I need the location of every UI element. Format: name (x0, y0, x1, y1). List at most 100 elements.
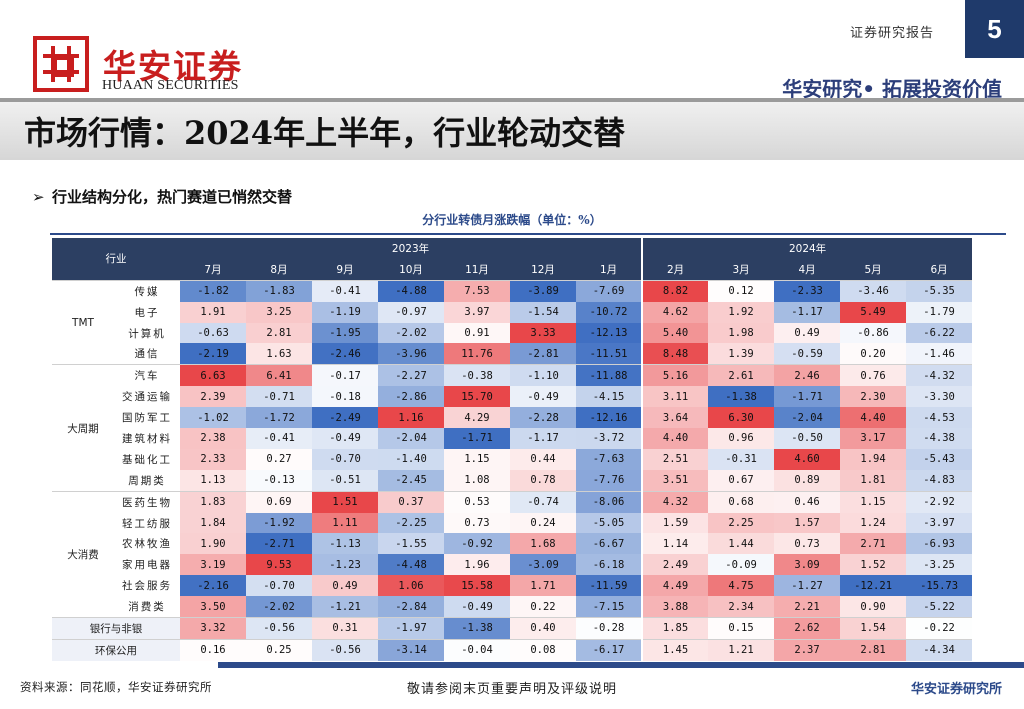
value-cell: -0.74 (510, 490, 576, 513)
value-cell: -0.59 (774, 343, 841, 365)
value-cell: -1.55 (378, 533, 444, 555)
value-cell: -2.02 (378, 322, 444, 344)
value-cell: 1.54 (840, 617, 907, 640)
value-cell: 2.38 (180, 428, 246, 449)
value-cell: -11.51 (576, 343, 644, 365)
value-cell: -0.51 (312, 469, 378, 492)
value-cell: 1.51 (312, 490, 378, 513)
value-cell: 4.49 (642, 575, 709, 597)
value-cell: 0.90 (840, 596, 907, 618)
value-cell: -3.14 (378, 638, 444, 661)
value-cell: -0.71 (246, 386, 312, 408)
month-header: 11月 (444, 258, 510, 281)
value-cell: -0.92 (444, 533, 510, 555)
value-cell: -11.88 (576, 364, 644, 387)
value-cell: -11.59 (576, 575, 644, 597)
value-cell: 1.15 (840, 490, 907, 513)
value-cell: -2.16 (180, 575, 246, 597)
value-cell: 1.92 (708, 301, 775, 323)
month-header: 7月 (180, 258, 246, 281)
page-title: 市场行情：2024年上半年，行业轮动交替 (24, 114, 626, 152)
value-cell: -0.18 (312, 386, 378, 408)
value-cell: 0.44 (510, 448, 576, 470)
value-cell: -2.04 (378, 428, 444, 449)
value-cell: 3.09 (774, 554, 841, 576)
value-cell: -4.88 (378, 279, 444, 302)
value-cell: -1.23 (312, 554, 378, 576)
value-cell: 1.68 (510, 533, 576, 555)
month-header: 2月 (642, 258, 709, 281)
bullet-text: 行业结构分化，热门赛道已悄然交替 (52, 188, 293, 206)
table-row: 建筑材料 2.38 -0.41 -0.49 -2.04 -1.71 -1.17 -3.72 4.… (52, 428, 973, 449)
group-label: 大消费 (52, 490, 114, 618)
value-cell: -3.72 (576, 428, 644, 449)
brand-name-cn: 华安证券 (103, 47, 243, 86)
value-cell: 1.85 (642, 617, 709, 640)
month-header: 9月 (312, 258, 378, 281)
value-cell: 1.44 (708, 533, 775, 555)
value-cell: 2.37 (774, 638, 841, 661)
value-cell: 1.90 (180, 533, 246, 555)
value-cell: -0.04 (444, 638, 510, 661)
value-cell: 4.75 (708, 575, 775, 597)
value-cell: -1.83 (246, 279, 312, 302)
value-cell: 3.11 (642, 386, 709, 408)
value-cell: -1.13 (312, 533, 378, 555)
value-cell: 1.08 (444, 469, 510, 492)
value-cell: 2.81 (840, 638, 907, 661)
table-body: TMT 传媒 -1.82 -1.83 -0.41 -4.88 7.53 -3.89 -7.69 8… (52, 279, 973, 661)
value-cell: -0.56 (246, 617, 312, 640)
value-cell: 0.96 (708, 428, 775, 449)
value-cell: 4.40 (840, 407, 907, 429)
bullet-point: ➢ 行业结构分化，热门赛道已悄然交替 (32, 186, 292, 207)
value-cell: 8.48 (642, 343, 709, 365)
value-cell: -2.49 (312, 407, 378, 429)
value-cell: 2.21 (774, 596, 841, 618)
month-header: 5月 (840, 258, 907, 281)
value-cell: -1.97 (378, 617, 444, 640)
value-cell: -3.09 (510, 554, 576, 576)
table-top-rule (50, 233, 1006, 235)
year-2024-header: 2024年 (642, 238, 973, 259)
value-cell: -1.72 (246, 407, 312, 429)
value-cell: -0.17 (312, 364, 378, 387)
value-cell: -12.21 (840, 575, 907, 597)
table-row: 通信 -2.19 1.63 -2.46 -3.96 11.76 -2.81 -11.51 8.4… (52, 343, 973, 365)
value-cell: -4.53 (906, 407, 973, 429)
value-cell: -10.72 (576, 301, 644, 323)
value-cell: -4.38 (906, 428, 973, 449)
value-cell: 4.40 (642, 428, 709, 449)
value-cell: -0.28 (576, 617, 644, 640)
value-cell: -12.16 (576, 407, 644, 429)
industry-label: 消费类 (128, 601, 166, 614)
value-cell: 0.68 (708, 490, 775, 513)
value-cell: 2.34 (708, 596, 775, 618)
industry-label: 通信 (134, 348, 160, 361)
value-cell: -7.15 (576, 596, 644, 618)
value-cell: 3.32 (180, 617, 246, 640)
value-cell: -1.82 (180, 279, 246, 302)
title-accent-line (0, 98, 1024, 102)
value-cell: 2.71 (840, 533, 907, 555)
value-cell: 2.51 (642, 448, 709, 470)
value-cell: 4.60 (774, 448, 841, 470)
value-cell: -2.33 (774, 279, 841, 302)
value-cell: 1.21 (708, 638, 775, 661)
value-cell: -1.46 (906, 343, 973, 365)
value-cell: 0.20 (840, 343, 907, 365)
value-cell: -0.13 (246, 469, 312, 492)
month-header: 8月 (246, 258, 312, 281)
value-cell: 0.76 (840, 364, 907, 387)
value-cell: 2.81 (246, 322, 312, 344)
value-cell: -2.92 (906, 490, 973, 513)
value-cell: -1.71 (774, 386, 841, 408)
table-row: 社会服务 -2.16 -0.70 0.49 1.06 15.58 1.71 -11.59 4.4… (52, 575, 973, 597)
value-cell: -2.81 (510, 343, 576, 365)
value-cell: -0.41 (312, 279, 378, 302)
industry-label: 轻工纺服 (122, 517, 172, 530)
value-cell: -3.96 (378, 343, 444, 365)
value-cell: -1.17 (774, 301, 841, 323)
industry-label: 银行与非银 (52, 617, 180, 640)
value-cell: 4.29 (444, 407, 510, 429)
value-cell: 0.53 (444, 490, 510, 513)
